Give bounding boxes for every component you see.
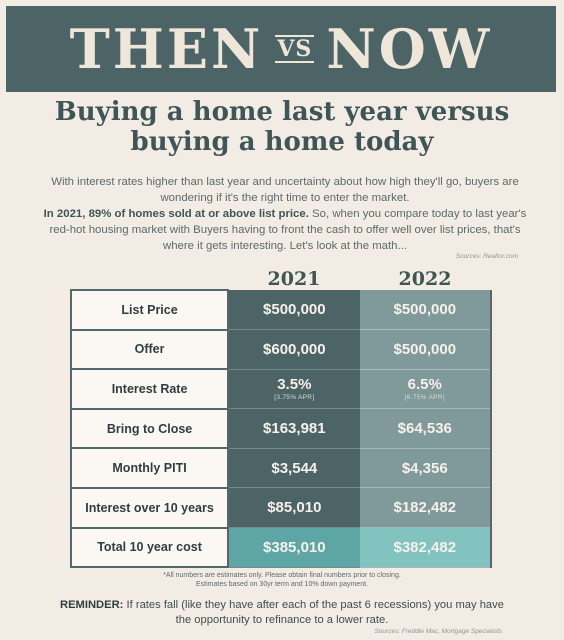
value-2022: 6.5% [6.75% APR] [359, 369, 493, 410]
intro-highlight: In 2021, 89% of homes sold at or above l… [43, 208, 309, 220]
value-2021: $3,544 [228, 448, 360, 489]
year-2022-header: 2022 [398, 268, 452, 290]
footnote: *All numbers are estimates only. Please … [0, 571, 564, 589]
footnote-line-2: Estimates based on 30yr term and 10% dow… [196, 581, 368, 588]
value-2022: $64,536 [359, 408, 493, 449]
headline: Buying a home last year versus buying a … [0, 97, 564, 157]
row-label: Monthly PITI [69, 447, 230, 489]
year-2021-header: 2021 [267, 268, 321, 290]
footnote-line-1: *All numbers are estimates only. Please … [163, 572, 401, 579]
title-banner: THEN VS NOW [6, 6, 556, 92]
intro-paragraph-2: In 2021, 89% of homes sold at or above l… [40, 206, 530, 254]
comparison-table: List Price $500,000 $500,000 Offer $600,… [69, 289, 493, 569]
table-row: Offer $600,000 $500,000 [69, 328, 493, 371]
banner-then: THEN [69, 17, 264, 81]
reminder-source: Sources: Freddie Mac, Mortgage Specialis… [374, 628, 502, 635]
value-2021: $600,000 [228, 329, 360, 370]
banner-vs: VS [275, 35, 315, 63]
rate-value: 6.5% [407, 376, 442, 394]
value-2022: $500,000 [359, 290, 493, 331]
table-row: List Price $500,000 $500,000 [69, 289, 493, 331]
table-row: Interest Rate 3.5% [3.75% APR] 6.5% [6.7… [69, 368, 493, 410]
rate-value: 3.5% [277, 376, 312, 394]
table-row: Monthly PITI $3,544 $4,356 [69, 447, 493, 489]
row-label: Interest over 10 years [69, 486, 230, 529]
row-label: Bring to Close [69, 407, 230, 450]
value-2022: $4,356 [359, 448, 493, 489]
headline-line-1: Buying a home last year versus [54, 97, 510, 127]
value-2022: $500,000 [359, 329, 493, 370]
value-2021: $85,010 [228, 487, 360, 529]
value-2022: $382,482 [359, 527, 493, 568]
apr-value: [6.75% APR] [404, 394, 445, 402]
value-2021: $163,981 [228, 408, 360, 449]
intro-source: Sources: Realtor.com [455, 253, 518, 260]
total-row: Total 10 year cost $385,010 $382,482 [69, 526, 493, 569]
row-label: Total 10 year cost [69, 526, 230, 569]
value-2022: $182,482 [359, 487, 493, 529]
intro-paragraph-1: With interest rates higher than last yea… [51, 176, 519, 204]
table-row: Interest over 10 years $85,010 $182,482 [69, 486, 493, 529]
row-label: Interest Rate [69, 368, 230, 410]
value-2021: 3.5% [3.75% APR] [228, 369, 360, 410]
reminder: REMINDER: If rates fall (like they have … [56, 598, 508, 628]
headline-line-2: buying a home today [130, 127, 434, 157]
row-label: List Price [69, 289, 230, 331]
apr-value: [3.75% APR] [274, 394, 315, 402]
reminder-label: REMINDER: [60, 599, 124, 611]
value-2021: $500,000 [228, 290, 360, 331]
table-row: Bring to Close $163,981 $64,536 [69, 407, 493, 450]
row-label: Offer [69, 328, 230, 371]
intro-text: With interest rates higher than last yea… [40, 174, 530, 254]
reminder-text: If rates fall (like they have after each… [123, 599, 504, 626]
value-2021: $385,010 [228, 527, 360, 568]
intro-paragraph-2-rest: So, when you compare today to last year'… [49, 208, 527, 252]
banner-now: NOW [326, 17, 493, 81]
